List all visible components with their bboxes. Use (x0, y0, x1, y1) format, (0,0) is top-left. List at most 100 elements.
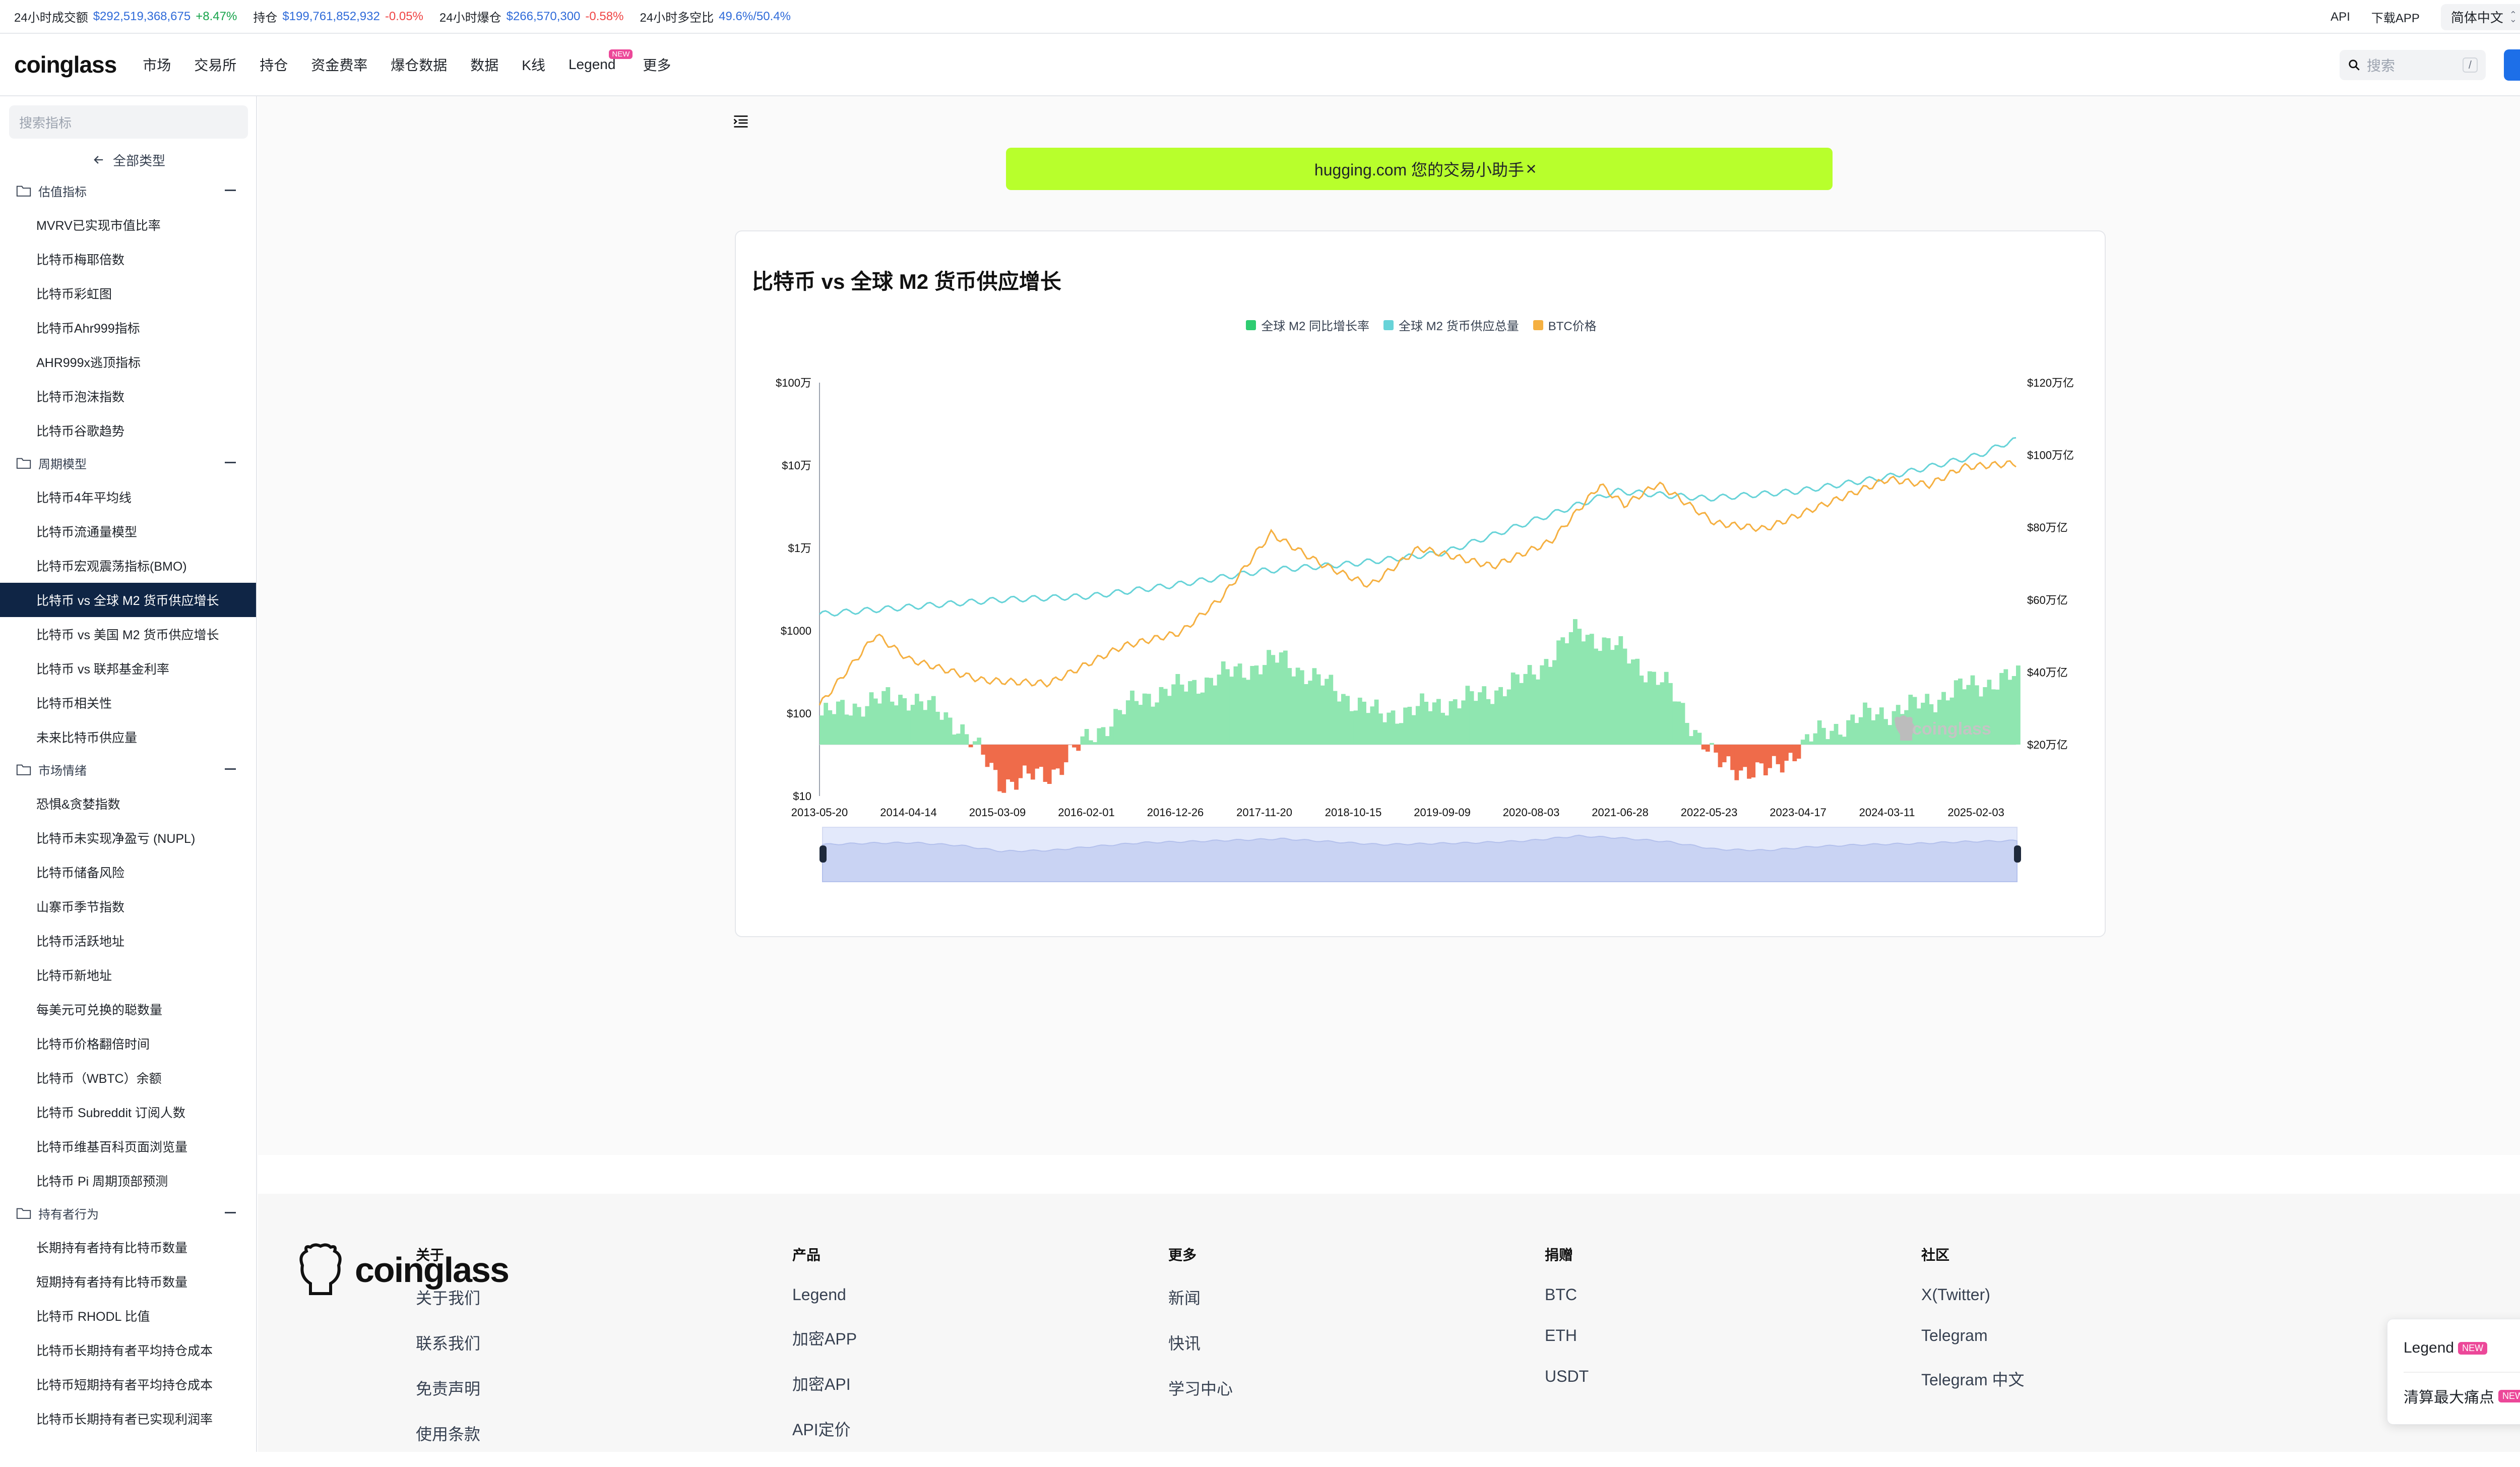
footer-link[interactable]: 学习中心 (1168, 1380, 1233, 1398)
sidebar-category[interactable]: 持有者行为 (0, 1198, 256, 1228)
nav-liquidation[interactable]: 爆仓数据 (391, 57, 448, 73)
nav-open-interest[interactable]: 持仓 (260, 57, 288, 73)
sidebar-item[interactable]: 短期持有者持有比特币数量 (36, 1275, 188, 1290)
language-label: 简体中文 (2450, 10, 2503, 25)
legend-item-m2-growth[interactable]: 全球 M2 同比增长率 (1246, 316, 1369, 334)
sidebar-item[interactable]: 比特币宏观震荡指标(BMO) (36, 560, 187, 574)
footer-link[interactable]: 免责声明 (416, 1380, 481, 1398)
m2-growth-bar (1722, 745, 1727, 763)
m2-growth-bar (1461, 700, 1466, 745)
nav-legend[interactable]: Legend NEW (569, 49, 633, 73)
nav-more[interactable]: 更多 (643, 57, 671, 73)
footer-link[interactable]: 新闻 (1168, 1289, 1201, 1307)
ticker-liquidations[interactable]: 24小时爆仓 $266,570,300 -0.58% (439, 8, 624, 25)
footer-link[interactable]: Telegram 中文 (1921, 1371, 2025, 1389)
zoom-handle-left[interactable] (820, 845, 827, 863)
m2-growth-bar (1221, 661, 1226, 745)
sidebar-item[interactable]: 长期持有者持有比特币数量 (36, 1241, 188, 1255)
footer-link[interactable]: 使用条款 (416, 1425, 481, 1443)
sidebar-item[interactable]: 比特币 vs 联邦基金利率 (36, 662, 169, 677)
collapse-sidebar-icon[interactable] (732, 112, 750, 131)
footer-logo[interactable]: coinglass (296, 1243, 510, 1297)
sidebar-item[interactable]: 比特币活跃地址 (36, 935, 125, 949)
sidebar-item[interactable]: 比特币相关性 (36, 697, 112, 711)
popup-item-legend[interactable]: Legend NEW (2404, 1339, 2488, 1357)
sidebar-item[interactable]: 比特币4年平均线 (36, 491, 132, 505)
nav-funding-rate[interactable]: 资金费率 (311, 57, 368, 73)
zoom-handle-right[interactable] (2014, 845, 2021, 863)
legend-item-m2-supply[interactable]: 全球 M2 货币供应总量 (1383, 316, 1519, 334)
sidebar-item[interactable]: 比特币流通量模型 (36, 525, 138, 539)
footer-link[interactable]: 联系我们 (416, 1334, 481, 1353)
chart-plot[interactable]: $10 $100 $1000 $1万 $10万 $100万 $20万亿 $40万亿 $60万亿 $… (736, 342, 2107, 937)
sidebar-item[interactable]: 比特币新地址 (36, 969, 112, 983)
language-select[interactable]: 简体中文 ⌃ ⌄ (2440, 4, 2520, 30)
footer-link[interactable]: X(Twitter) (1921, 1286, 1990, 1304)
ticker-change: -0.05% (385, 9, 423, 23)
minus-icon[interactable] (225, 768, 236, 770)
sidebar-item[interactable]: 比特币储备风险 (36, 866, 125, 880)
ticker-long-short[interactable]: 24小时多空比 49.6%/50.4% (640, 8, 795, 25)
promo-banner[interactable]: hugging.com 您的交易小助手 × (1006, 148, 1833, 190)
sidebar-item[interactable]: 比特币维基百科页面浏览量 (36, 1140, 188, 1154)
sidebar-item[interactable]: 比特币 Pi 周期顶部预测 (36, 1175, 168, 1189)
sidebar-item[interactable]: 恐惧&贪婪指数 (36, 798, 120, 812)
footer-link[interactable]: ETH (1545, 1326, 1577, 1344)
footer-link[interactable]: BTC (1545, 1286, 1577, 1304)
nav-data[interactable]: 数据 (470, 57, 499, 73)
legend-item-btc-price[interactable]: BTC价格 (1533, 316, 1597, 334)
sidebar-item[interactable]: 比特币价格翻倍时间 (36, 1037, 150, 1052)
sidebar-item[interactable]: 比特币长期持有者平均持仓成本 (36, 1344, 213, 1358)
minus-icon[interactable] (225, 462, 236, 463)
api-link[interactable]: API (2330, 10, 2350, 24)
sidebar-item[interactable]: 每美元可兑换的聪数量 (36, 1003, 163, 1017)
download-app-link[interactable]: 下载APP (2371, 12, 2420, 25)
nav-kline[interactable]: K线 (522, 57, 545, 73)
search-input[interactable]: 搜索 / (2340, 50, 2486, 80)
footer-link[interactable]: 加密API (792, 1375, 851, 1393)
m2-growth-bar (828, 710, 833, 745)
sidebar-item[interactable]: 未来比特币供应量 (36, 731, 138, 745)
footer-link[interactable]: 关于我们 (416, 1289, 481, 1307)
footer-link[interactable]: USDT (1545, 1367, 1589, 1385)
sidebar-item[interactable]: 比特币（WBTC）余额 (36, 1072, 162, 1086)
popup-item-max-pain[interactable]: 清算最大痛点 NEW (2404, 1385, 2520, 1407)
minus-icon[interactable] (225, 1212, 236, 1213)
login-button[interactable]: 登录 (2504, 49, 2520, 81)
nav-exchange[interactable]: 交易所 (194, 57, 237, 73)
m2-growth-bar (1159, 687, 1164, 745)
footer-link[interactable]: 加密APP (792, 1330, 857, 1348)
footer-link[interactable]: Legend (792, 1286, 846, 1304)
sidebar-item[interactable]: 比特币长期持有者已实现利润率 (36, 1413, 213, 1427)
sidebar-category[interactable]: 估值指标 (0, 175, 256, 206)
sidebar-item[interactable]: 比特币梅耶倍数 (36, 253, 125, 267)
logo[interactable]: coinglass (14, 51, 117, 78)
ticker-volume[interactable]: 24小时成交额 $292,519,368,675 +8.47% (14, 8, 237, 25)
sidebar-item[interactable]: AHR999x逃顶指标 (36, 356, 141, 370)
footer-link[interactable]: Telegram (1921, 1326, 1988, 1344)
sidebar-item[interactable]: 比特币 RHODL 比值 (36, 1310, 150, 1324)
sidebar-item[interactable]: 比特币 Subreddit 订阅人数 (36, 1106, 185, 1120)
sidebar-item[interactable]: 比特币泡沫指数 (36, 390, 125, 404)
nav-market[interactable]: 市场 (143, 57, 171, 73)
sidebar-item[interactable]: 比特币彩虹图 (36, 287, 112, 301)
footer-link[interactable]: API定价 (792, 1421, 851, 1439)
sidebar-item[interactable]: MVRV已实现市值比率 (36, 219, 161, 233)
sidebar-item[interactable]: 比特币短期持有者平均持仓成本 (36, 1378, 213, 1392)
sidebar-item[interactable]: 比特币 vs 全球 M2 货币供应增长 (0, 583, 256, 617)
close-icon[interactable]: × (1526, 158, 1537, 179)
sidebar-item[interactable]: 比特币Ahr999指标 (36, 322, 140, 336)
m2-growth-bar (1444, 715, 1450, 745)
new-badge: NEW (609, 49, 633, 59)
sidebar-item[interactable]: 山寨币季节指数 (36, 900, 125, 914)
sidebar-item[interactable]: 比特币未实现净盈亏 (NUPL) (36, 832, 196, 846)
minus-icon[interactable] (225, 190, 236, 191)
sidebar-category[interactable]: 周期模型 (0, 448, 256, 478)
indicator-search-input[interactable]: 搜索指标 (9, 105, 248, 139)
ticker-open-interest[interactable]: 持仓 $199,761,852,932 -0.05% (253, 8, 423, 25)
all-types-button[interactable]: 全部类型 (0, 145, 256, 175)
footer-link[interactable]: 快讯 (1168, 1334, 1201, 1353)
sidebar-item[interactable]: 比特币谷歌趋势 (36, 424, 125, 439)
sidebar-item[interactable]: 比特币 vs 美国 M2 货币供应增长 (36, 628, 219, 642)
sidebar-category[interactable]: 市场情绪 (0, 754, 256, 784)
